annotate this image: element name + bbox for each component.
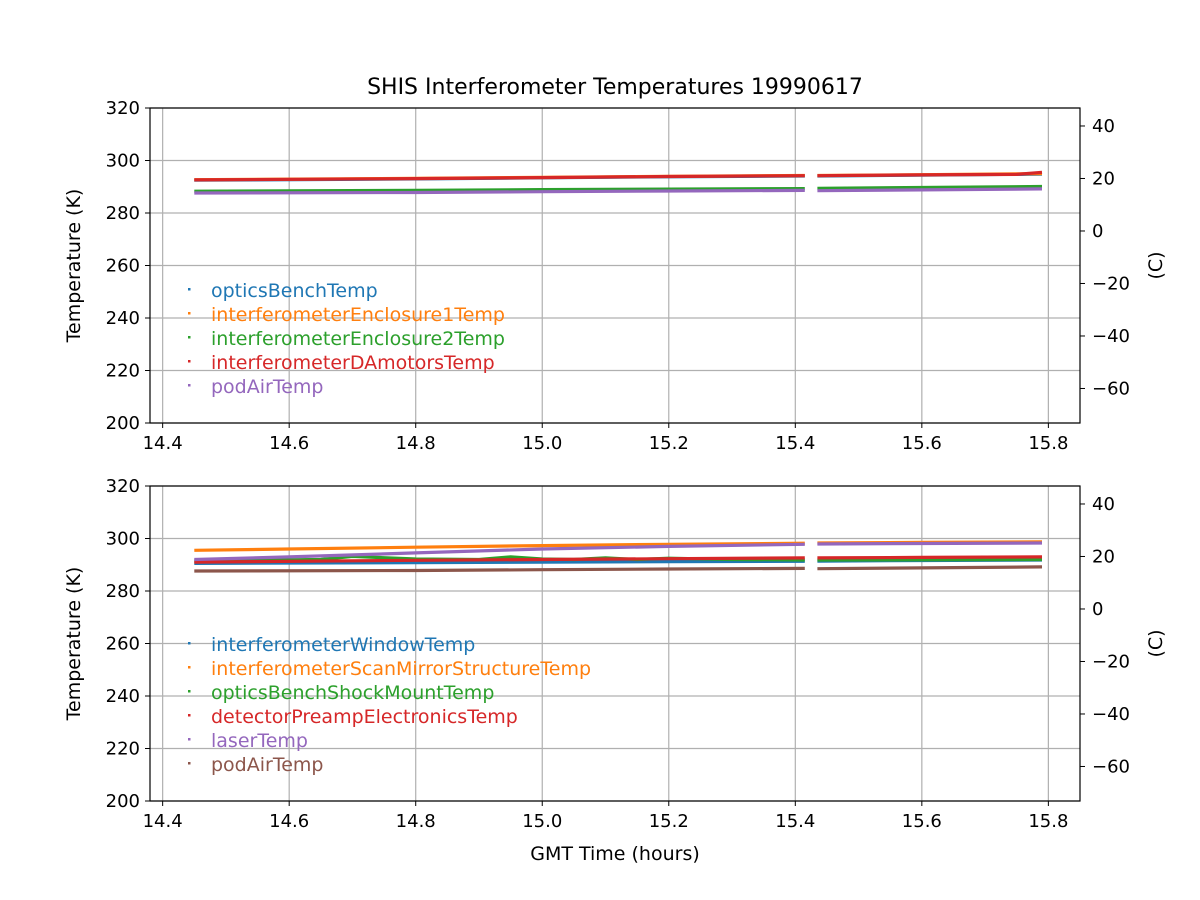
y-tick-label: 300 xyxy=(106,151,140,172)
x-tick-label: 14.6 xyxy=(269,811,309,832)
legend-entry-interferometerWindowTemp: interferometerWindowTemp xyxy=(211,634,475,656)
y-tick-label: 220 xyxy=(106,361,140,382)
x-tick-label: 15.6 xyxy=(902,433,942,454)
series-line-laserTemp-part2 xyxy=(817,541,1043,546)
x-tick-label: 15.2 xyxy=(649,811,689,832)
series-line-podAirTemp-part2 xyxy=(817,187,1043,193)
legend-marker-interferometerWindowTemp xyxy=(188,642,191,645)
legend-marker-interferometerEnclosure2Temp xyxy=(188,336,191,339)
series-line-podAirTemp-part1 xyxy=(194,188,805,195)
y-axis-label: Temperature (K) xyxy=(63,189,85,344)
y-tick-label: 320 xyxy=(106,98,140,119)
legend-marker-opticsBenchTemp xyxy=(188,288,191,291)
x-tick-label: 14.4 xyxy=(143,811,183,832)
series-plot-area xyxy=(194,540,1043,573)
y-tick-label: 260 xyxy=(106,256,140,277)
y-axis-label-right: (C) xyxy=(1145,251,1167,279)
series-line-detectorPreampElectronicsTemp-part2 xyxy=(817,555,1043,560)
y-tick-label: 280 xyxy=(106,581,140,602)
y-right-tick-label: −40 xyxy=(1092,326,1130,347)
legend-entry-interferometerEnclosure1Temp: interferometerEnclosure1Temp xyxy=(211,304,505,326)
series-line-interferometerEnclosure2Temp-part2 xyxy=(817,184,1043,190)
series-line-interferometerScanMirrorStructureTemp-part1 xyxy=(194,541,805,552)
series-line-interferometerDAmotorsTemp-part2 xyxy=(817,170,1043,178)
legend-entry-laserTemp: laserTemp xyxy=(211,730,308,752)
y-right-tick-label: −60 xyxy=(1092,378,1130,399)
legend-marker-detectorPreampElectronicsTemp xyxy=(188,714,191,717)
legend-marker-podAirTemp xyxy=(188,384,191,387)
y-right-tick-label: 0 xyxy=(1092,221,1103,242)
legend-entry-opticsBenchShockMountTemp: opticsBenchShockMountTemp xyxy=(211,682,494,704)
legend-marker-interferometerScanMirrorStructureTemp xyxy=(188,666,191,669)
legend-entry-interferometerScanMirrorStructureTemp: interferometerScanMirrorStructureTemp xyxy=(211,658,591,680)
y-right-tick-label: 20 xyxy=(1092,546,1115,567)
legend-entry-podAirTemp: podAirTemp xyxy=(211,376,323,398)
legend: opticsBenchTempinterferometerEnclosure1T… xyxy=(188,280,505,398)
x-tick-label: 15.4 xyxy=(775,811,815,832)
x-tick-label: 15.0 xyxy=(522,811,562,832)
y-right-tick-label: 0 xyxy=(1092,599,1103,620)
legend-entry-opticsBenchTemp: opticsBenchTemp xyxy=(211,280,378,302)
y-tick-label: 200 xyxy=(106,413,140,434)
x-tick-label: 14.6 xyxy=(269,433,309,454)
y-right-tick-label: −20 xyxy=(1092,273,1130,294)
y-right-tick-label: −20 xyxy=(1092,651,1130,672)
y-right-tick-label: 20 xyxy=(1092,168,1115,189)
x-tick-label: 14.4 xyxy=(143,433,183,454)
x-tick-label: 14.8 xyxy=(396,811,436,832)
legend-entry-podAirTemp: podAirTemp xyxy=(211,754,323,776)
y-right-tick-label: 40 xyxy=(1092,494,1115,515)
series-line-opticsBenchShockMountTemp-part2 xyxy=(817,557,1043,562)
y-tick-label: 220 xyxy=(106,739,140,760)
y-tick-label: 200 xyxy=(106,791,140,812)
x-tick-label: 15.4 xyxy=(775,433,815,454)
y-right-tick-label: −60 xyxy=(1092,756,1130,777)
y-tick-label: 280 xyxy=(106,203,140,224)
y-tick-label: 320 xyxy=(106,476,140,497)
x-tick-label: 15.8 xyxy=(1028,433,1068,454)
legend-marker-interferometerEnclosure1Temp xyxy=(188,312,191,315)
legend-entry-interferometerEnclosure2Temp: interferometerEnclosure2Temp xyxy=(211,328,505,350)
axis-ticks: 14.4 14.6 14.8 15.0 15.2 15.4 15.6 15.820022024… xyxy=(106,98,1130,454)
x-axis-label: GMT Time (hours) xyxy=(530,843,700,865)
y-tick-label: 260 xyxy=(106,634,140,655)
series-line-podAirTemp-part2 xyxy=(817,565,1043,571)
series-line-interferometerWindowTemp-part1 xyxy=(194,559,805,566)
x-tick-label: 15.0 xyxy=(522,433,562,454)
series-line-podAirTemp-part1 xyxy=(194,566,805,573)
y-axis-label: Temperature (K) xyxy=(63,567,85,722)
series-line-laserTemp-part1 xyxy=(194,542,805,562)
y-tick-label: 240 xyxy=(106,686,140,707)
legend: interferometerWindowTempinterferometerSc… xyxy=(188,634,591,776)
figure-title: SHIS Interferometer Temperatures 1999061… xyxy=(367,75,863,100)
y-tick-label: 240 xyxy=(106,308,140,329)
y-right-tick-label: −40 xyxy=(1092,704,1130,725)
axis-ticks: 14.4 14.6 14.8 15.0 15.2 15.4 15.6 15.820022024… xyxy=(106,476,1130,832)
y-right-tick-label: 40 xyxy=(1092,116,1115,137)
y-axis-label-right: (C) xyxy=(1145,629,1167,657)
series-line-interferometerDAmotorsTemp-part1 xyxy=(194,174,805,182)
series-line-detectorPreampElectronicsTemp-part1 xyxy=(194,556,805,564)
legend-entry-interferometerDAmotorsTemp: interferometerDAmotorsTemp xyxy=(211,352,495,374)
legend-marker-interferometerDAmotorsTemp xyxy=(188,360,191,363)
x-tick-label: 15.2 xyxy=(649,433,689,454)
x-tick-label: 15.8 xyxy=(1028,811,1068,832)
series-line-interferometerEnclosure2Temp-part1 xyxy=(194,187,805,193)
legend-entry-detectorPreampElectronicsTemp: detectorPreampElectronicsTemp xyxy=(211,706,518,728)
chart-panel-bottom: 14.4 14.6 14.8 15.0 15.2 15.4 15.6 15.820022024… xyxy=(63,476,1167,832)
legend-marker-podAirTemp xyxy=(188,762,191,765)
y-tick-label: 300 xyxy=(106,529,140,550)
series-plot-area xyxy=(194,170,1043,195)
x-tick-label: 14.8 xyxy=(396,433,436,454)
chart-panel-top: 14.4 14.6 14.8 15.0 15.2 15.4 15.6 15.820022024… xyxy=(63,98,1167,454)
legend-marker-opticsBenchShockMountTemp xyxy=(188,690,191,693)
legend-marker-laserTemp xyxy=(188,738,191,741)
x-tick-label: 15.6 xyxy=(902,811,942,832)
